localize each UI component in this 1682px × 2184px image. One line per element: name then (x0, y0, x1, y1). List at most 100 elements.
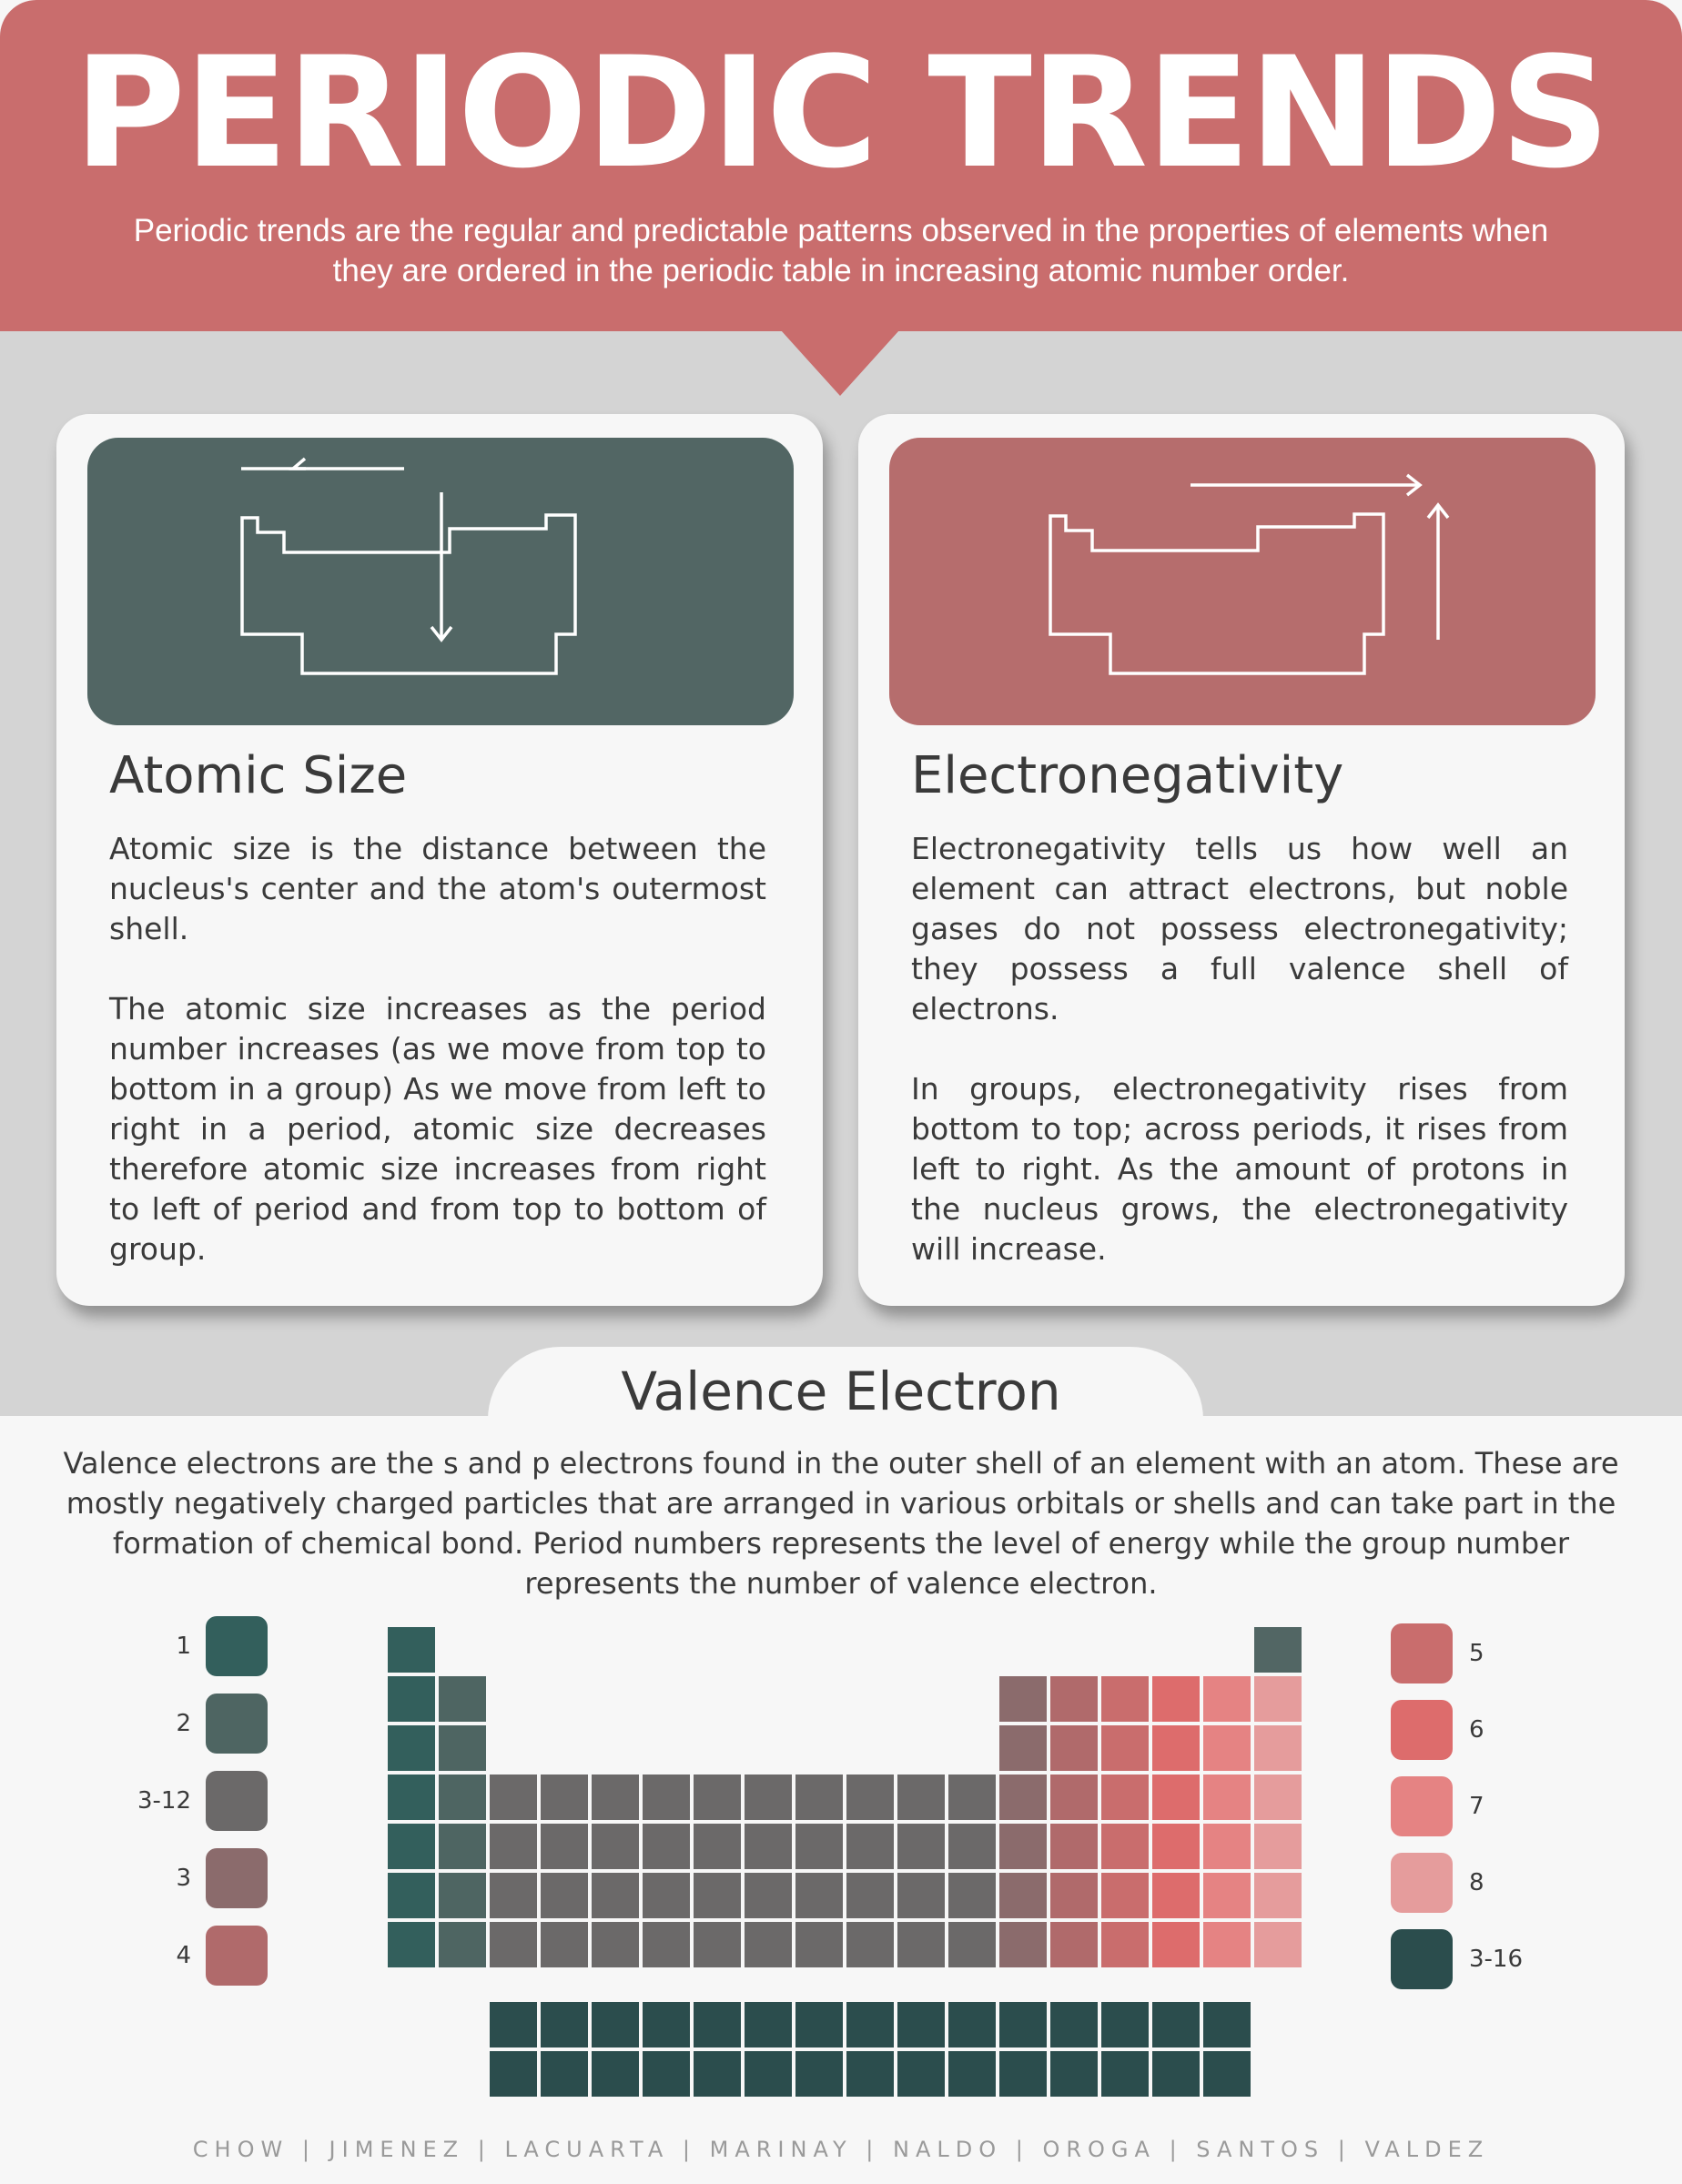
element-cell (437, 1920, 488, 1969)
inner-transition-cell (488, 2000, 539, 2049)
element-cell (488, 1822, 539, 1871)
element-cell (896, 1773, 947, 1822)
element-cell (437, 1773, 488, 1822)
element-cell (947, 1871, 998, 1920)
electronegativity-text: Electronegativity tells us how well an e… (911, 829, 1568, 1269)
element-cell (845, 1822, 896, 1871)
inner-transition-cell (794, 2000, 845, 2049)
element-cell (896, 1920, 947, 1969)
element-cell (1201, 1871, 1252, 1920)
legend-item-1: 1 (56, 1616, 275, 1680)
page-title: PERIODIC TRENDS (73, 24, 1610, 202)
element-cell (998, 1920, 1049, 1969)
element-cell (1150, 1822, 1201, 1871)
element-cell (1049, 1871, 1099, 1920)
legend-swatch (206, 1616, 268, 1676)
legend-label: 4 (176, 1942, 191, 1969)
electronegativity-card: Electronegativity Electronegativity tell… (858, 414, 1625, 1306)
element-cell (743, 1920, 794, 1969)
element-cell (1252, 1625, 1303, 1674)
element-cell (1150, 1773, 1201, 1822)
element-cell (896, 1822, 947, 1871)
legend-label: 6 (1469, 1716, 1484, 1744)
element-cell (641, 1871, 692, 1920)
legend-label: 7 (1469, 1793, 1484, 1820)
element-cell (1099, 1674, 1150, 1724)
legend-label: 3-16 (1469, 1946, 1524, 1973)
inner-transition-cell (896, 2049, 947, 2098)
element-cell (641, 1920, 692, 1969)
periodic-table-outline-arrows-right-up-icon (1049, 473, 1450, 675)
valence-description: Valence electrons are the s and p electr… (63, 1446, 1619, 1601)
element-cell (539, 1773, 590, 1822)
element-cell (947, 1822, 998, 1871)
element-cell (794, 1920, 845, 1969)
element-cell (794, 1773, 845, 1822)
element-cell (590, 1773, 641, 1822)
legend-item-4: 4 (56, 1926, 275, 1989)
element-cell (1252, 1724, 1303, 1773)
element-cell (1150, 1871, 1201, 1920)
element-cell (743, 1822, 794, 1871)
atomic-size-card: Atomic Size Atomic size is the distance … (56, 414, 823, 1306)
inner-transition-cell (1049, 2049, 1099, 2098)
element-cell (1099, 1822, 1150, 1871)
element-cell (386, 1822, 437, 1871)
inner-transition-cell (845, 2000, 896, 2049)
element-cell (1252, 1871, 1303, 1920)
element-cell (1049, 1920, 1099, 1969)
element-cell (437, 1674, 488, 1724)
element-cell (692, 1822, 743, 1871)
element-cell (1049, 1674, 1099, 1724)
inner-transition-cell (1201, 2000, 1252, 2049)
element-cell (845, 1871, 896, 1920)
element-cell (896, 1871, 947, 1920)
legend-item-8: 8 (1391, 1853, 1609, 1916)
atomic-size-text: Atomic size is the distance between the … (109, 829, 766, 1269)
element-cell (998, 1871, 1049, 1920)
electronegativity-paragraph-1: Electronegativity tells us how well an e… (911, 831, 1568, 1026)
inner-transition-cell (1099, 2049, 1150, 2098)
element-cell (794, 1871, 845, 1920)
element-cell (437, 1822, 488, 1871)
valence-title-tab (488, 1347, 1203, 1483)
element-cell (1049, 1724, 1099, 1773)
element-cell (590, 1871, 641, 1920)
element-cell (1099, 1724, 1150, 1773)
legend-swatch (206, 1771, 268, 1831)
element-cell (845, 1920, 896, 1969)
element-cell (1252, 1674, 1303, 1724)
inner-transition-cell (641, 2049, 692, 2098)
atomic-size-title: Atomic Size (109, 746, 408, 805)
element-cell (794, 1822, 845, 1871)
element-cell (845, 1773, 896, 1822)
footer-credits: CHOW | JIMENEZ | LACUARTA | MARINAY | NA… (192, 2137, 1490, 2162)
legend-item-3: 3 (56, 1848, 275, 1912)
legend-item-2: 2 (56, 1694, 275, 1757)
element-cell (1150, 1674, 1201, 1724)
inner-transition-cell (947, 2049, 998, 2098)
legend-item-3-16: 3-16 (1391, 1929, 1609, 1993)
inner-transition-cell (692, 2000, 743, 2049)
element-cell (488, 1773, 539, 1822)
element-cell (386, 1871, 437, 1920)
inner-transition-cell (590, 2049, 641, 2098)
inner-transition-cell (692, 2049, 743, 2098)
inner-transition-cell (743, 2049, 794, 2098)
legend-swatch (1391, 1623, 1453, 1684)
legend-item-6: 6 (1391, 1700, 1609, 1764)
inner-transition-cell (590, 2000, 641, 2049)
element-cell (641, 1773, 692, 1822)
legend-swatch (1391, 1776, 1453, 1836)
inner-transition-cell (947, 2000, 998, 2049)
element-cell (1201, 1920, 1252, 1969)
element-cell (1099, 1920, 1150, 1969)
legend-label: 1 (176, 1633, 191, 1660)
element-cell (1201, 1773, 1252, 1822)
inner-transition-cell (539, 2049, 590, 2098)
header-pointer (781, 330, 899, 396)
inner-transition-cell (998, 2000, 1049, 2049)
legend-label: 5 (1469, 1640, 1484, 1667)
element-cell (539, 1822, 590, 1871)
element-cell (1049, 1822, 1099, 1871)
